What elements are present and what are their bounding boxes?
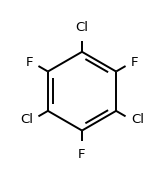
Text: Cl: Cl [20, 113, 33, 126]
Text: F: F [25, 56, 33, 69]
Text: F: F [78, 148, 86, 161]
Text: Cl: Cl [131, 113, 144, 126]
Text: Cl: Cl [75, 21, 89, 34]
Text: F: F [131, 56, 139, 69]
